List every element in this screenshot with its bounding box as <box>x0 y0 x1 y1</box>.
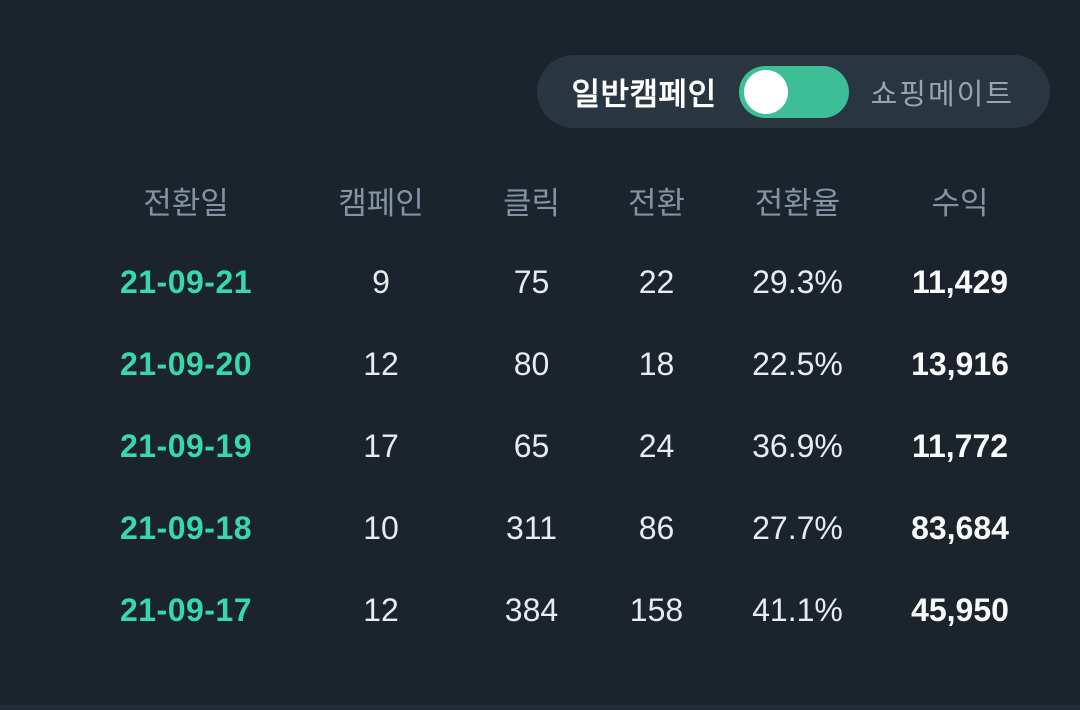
rate-cell: 27.7% <box>752 509 843 546</box>
col-header-revenue: 수익 <box>931 185 989 221</box>
col-header-campaign: 캠페인 <box>338 185 424 221</box>
table-header-row: 전환일 캠페인 클릭 전환 전환율 수익 <box>0 159 1080 241</box>
clicks-cell: 311 <box>505 509 557 546</box>
rate-cell: 29.3% <box>752 263 843 300</box>
conversions-cell: 158 <box>629 591 684 628</box>
table-row: 21-09-17 12 384 158 41.1% 45,950 <box>0 569 1080 651</box>
campaign-cell: 17 <box>363 427 399 464</box>
clicks-cell: 80 <box>513 345 550 382</box>
rate-cell: 22.5% <box>752 345 843 382</box>
campaign-cell: 12 <box>363 345 399 382</box>
revenue-cell: 45,950 <box>911 591 1009 628</box>
rate-cell: 41.1% <box>752 591 843 628</box>
campaign-cell: 10 <box>363 509 399 546</box>
general-campaign-label: 일반캠페인 <box>571 77 717 112</box>
bottom-divider <box>0 705 1080 710</box>
date-cell: 21-09-19 <box>119 427 253 464</box>
col-header-conversions: 전환 <box>627 185 686 221</box>
col-header-clicks: 클릭 <box>502 185 561 221</box>
revenue-cell: 11,772 <box>911 427 1009 464</box>
date-cell: 21-09-17 <box>119 591 253 628</box>
clicks-cell: 384 <box>504 591 559 628</box>
conversion-table: 전환일 캠페인 클릭 전환 전환율 수익 21-09-21 9 75 22 29… <box>0 159 1080 651</box>
campaign-toggle-switch[interactable] <box>738 65 849 118</box>
date-cell: 21-09-20 <box>119 345 253 382</box>
conversions-cell: 18 <box>638 345 675 382</box>
revenue-cell: 11,429 <box>911 263 1009 300</box>
table-row: 21-09-19 17 65 24 36.9% 11,772 <box>0 405 1080 487</box>
shopping-mate-label: 쇼핑메이트 <box>870 78 1014 111</box>
conversions-cell: 86 <box>638 509 675 546</box>
revenue-cell: 13,916 <box>911 345 1009 382</box>
toggle-knob <box>743 69 788 114</box>
col-header-date: 전환일 <box>143 185 229 221</box>
campaign-cell: 12 <box>363 591 399 628</box>
table-row: 21-09-18 10 311 86 27.7% 83,684 <box>0 487 1080 569</box>
date-cell: 21-09-18 <box>119 509 253 546</box>
table-row: 21-09-21 9 75 22 29.3% 11,429 <box>0 241 1080 323</box>
col-header-rate: 전환율 <box>754 185 841 221</box>
campaign-type-toggle-pill: 일반캠페인 쇼핑메이트 <box>537 55 1050 128</box>
clicks-cell: 75 <box>513 263 550 300</box>
revenue-cell: 83,684 <box>911 509 1009 546</box>
conversions-cell: 22 <box>638 263 675 300</box>
date-cell: 21-09-21 <box>119 263 253 300</box>
rate-cell: 36.9% <box>752 427 843 464</box>
table-row: 21-09-20 12 80 18 22.5% 13,916 <box>0 323 1080 405</box>
clicks-cell: 65 <box>513 427 550 464</box>
campaign-cell: 9 <box>372 263 390 300</box>
conversions-cell: 24 <box>638 427 675 464</box>
